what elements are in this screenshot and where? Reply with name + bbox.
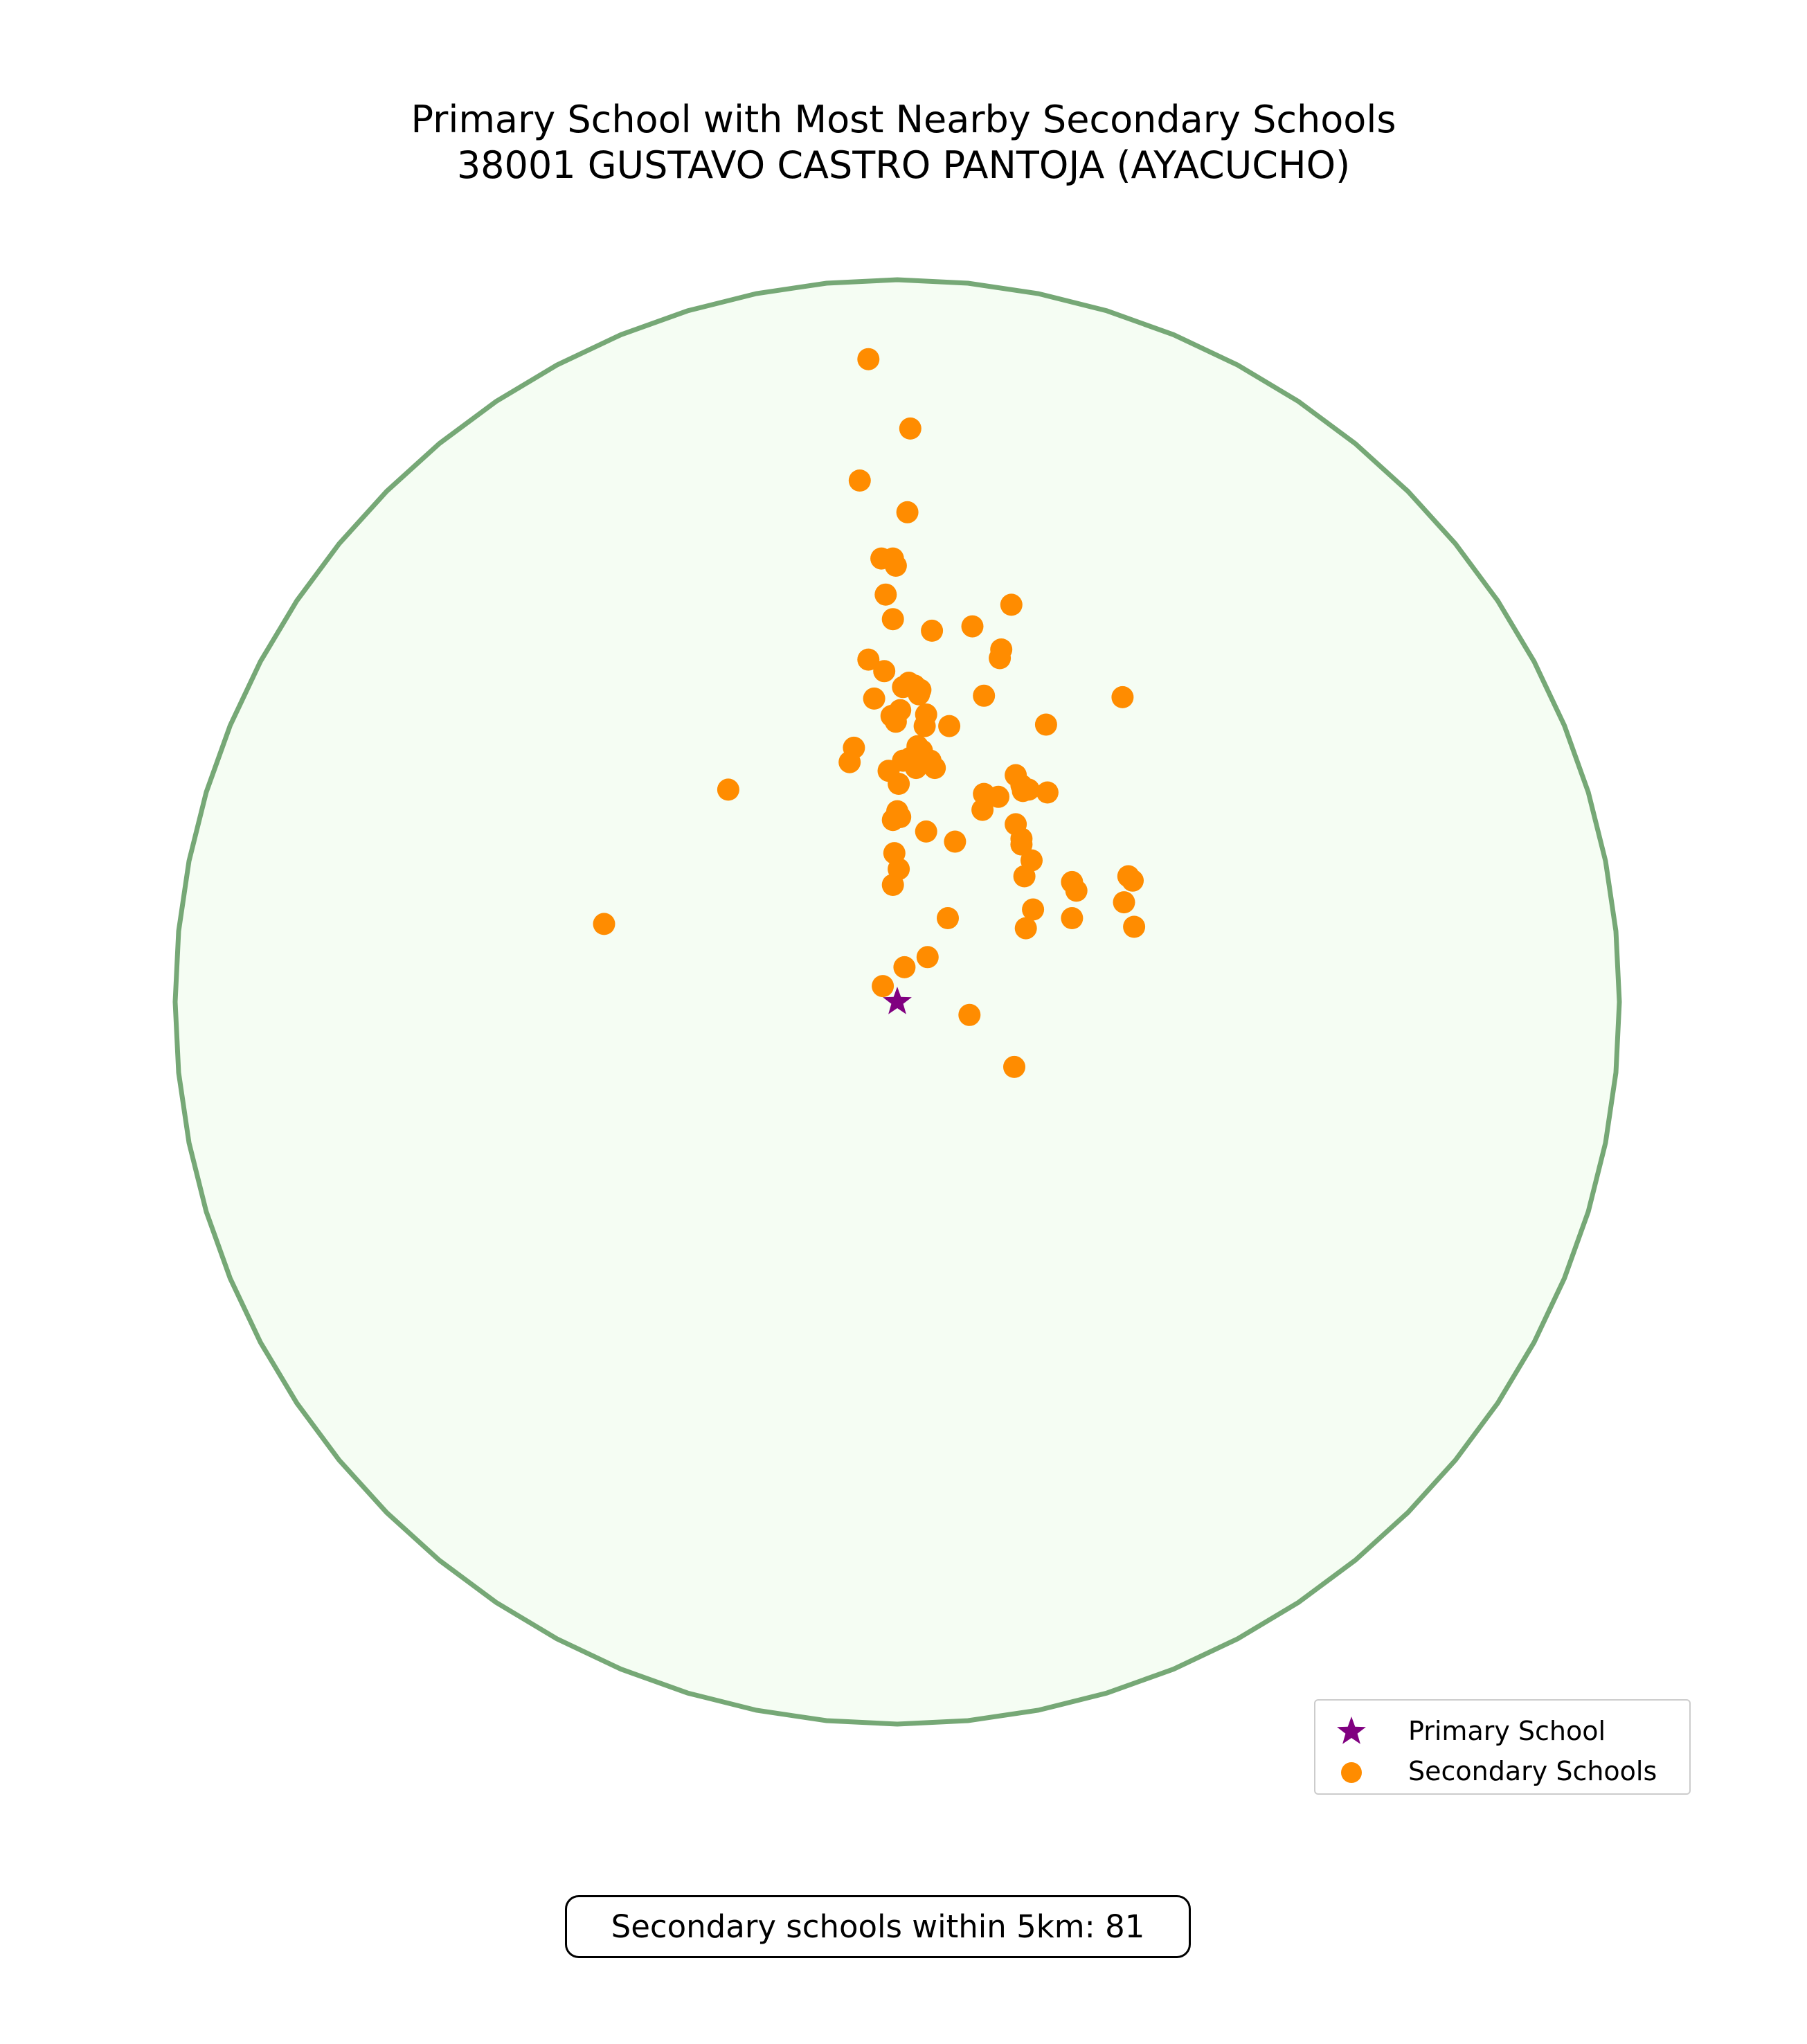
secondary-school-point-47 — [1012, 780, 1034, 803]
secondary-school-point-23 — [863, 687, 885, 710]
secondary-school-point-76 — [916, 946, 939, 969]
secondary-school-point-28 — [913, 715, 936, 737]
secondary-school-point-61 — [1123, 915, 1146, 938]
secondary-school-point-69 — [944, 830, 967, 853]
secondary-school-point-62 — [1061, 907, 1084, 929]
legend-item-secondary: Secondary Schools — [1315, 1750, 1689, 1792]
secondary-school-point-78 — [872, 975, 894, 998]
secondary-school-point-22 — [973, 684, 996, 707]
secondary-school-point-10 — [921, 619, 944, 642]
secondary-school-point-29 — [938, 715, 961, 737]
secondary-school-point-43 — [888, 773, 910, 795]
secondary-school-point-68 — [915, 820, 937, 843]
secondary-school-point-14 — [989, 647, 1012, 670]
secondary-school-point-73 — [937, 907, 959, 929]
summary-box: Secondary schools within 5km: 81 — [565, 1895, 1191, 1958]
secondary-school-point-3 — [848, 469, 871, 492]
secondary-school-point-41 — [905, 757, 928, 780]
secondary-school-point-75 — [1014, 917, 1037, 940]
secondary-school-point-11 — [961, 615, 984, 638]
star-icon — [1337, 1716, 1366, 1744]
secondary-school-point-4 — [896, 501, 919, 523]
secondary-school-point-53 — [1010, 833, 1033, 856]
legend-label-primary: Primary School — [1408, 1716, 1606, 1746]
secondary-school-point-63 — [717, 778, 739, 801]
secondary-school-point-40 — [924, 757, 946, 780]
secondary-school-point-79 — [958, 1003, 981, 1026]
secondary-school-point-55 — [1013, 865, 1036, 888]
title-line: Primary School with Most Nearby Secondar… — [411, 98, 1396, 141]
secondary-school-point-64 — [973, 782, 996, 805]
secondary-school-point-50 — [971, 798, 994, 821]
secondary-school-point-33 — [838, 751, 861, 773]
chart-title: Primary School with Most Nearby Secondar… — [0, 97, 1807, 188]
secondary-school-point-60 — [1113, 891, 1135, 914]
secondary-school-point-15 — [857, 648, 880, 671]
secondary-school-point-9 — [881, 608, 904, 631]
secondary-school-point-21 — [908, 683, 931, 706]
secondary-schools-layer — [593, 348, 1146, 1078]
primary-school-star — [883, 987, 912, 1014]
secondary-school-point-1 — [857, 348, 880, 370]
secondary-school-point-2 — [899, 417, 922, 440]
legend-label-secondary: Secondary Schools — [1408, 1756, 1657, 1786]
secondary-school-point-74 — [1022, 898, 1045, 921]
legend-item-primary: Primary School — [1315, 1710, 1689, 1752]
secondary-school-point-57 — [1065, 879, 1088, 902]
secondary-school-point-48 — [1036, 781, 1059, 804]
legend: Primary School Secondary Schools — [1314, 1699, 1691, 1795]
secondary-school-point-59 — [1122, 869, 1144, 892]
secondary-school-point-77 — [893, 956, 916, 978]
secondary-school-point-16 — [873, 660, 896, 683]
secondary-school-point-30 — [1034, 713, 1057, 736]
secondary-school-point-80 — [1003, 1055, 1025, 1078]
secondary-school-point-8 — [874, 583, 897, 606]
secondary-school-point-31 — [1111, 685, 1134, 708]
secondary-school-point-7 — [884, 555, 907, 577]
secondary-school-point-67 — [889, 806, 912, 828]
secondary-school-point-81 — [593, 913, 615, 935]
secondary-school-point-72 — [881, 874, 904, 896]
subtitle-line: 38001 GUSTAVO CASTRO PANTOJA (AYACUCHO) — [456, 143, 1351, 187]
circle-marker-icon — [1341, 1762, 1362, 1783]
secondary-school-point-27 — [884, 710, 907, 733]
secondary-school-point-12 — [1000, 593, 1023, 616]
